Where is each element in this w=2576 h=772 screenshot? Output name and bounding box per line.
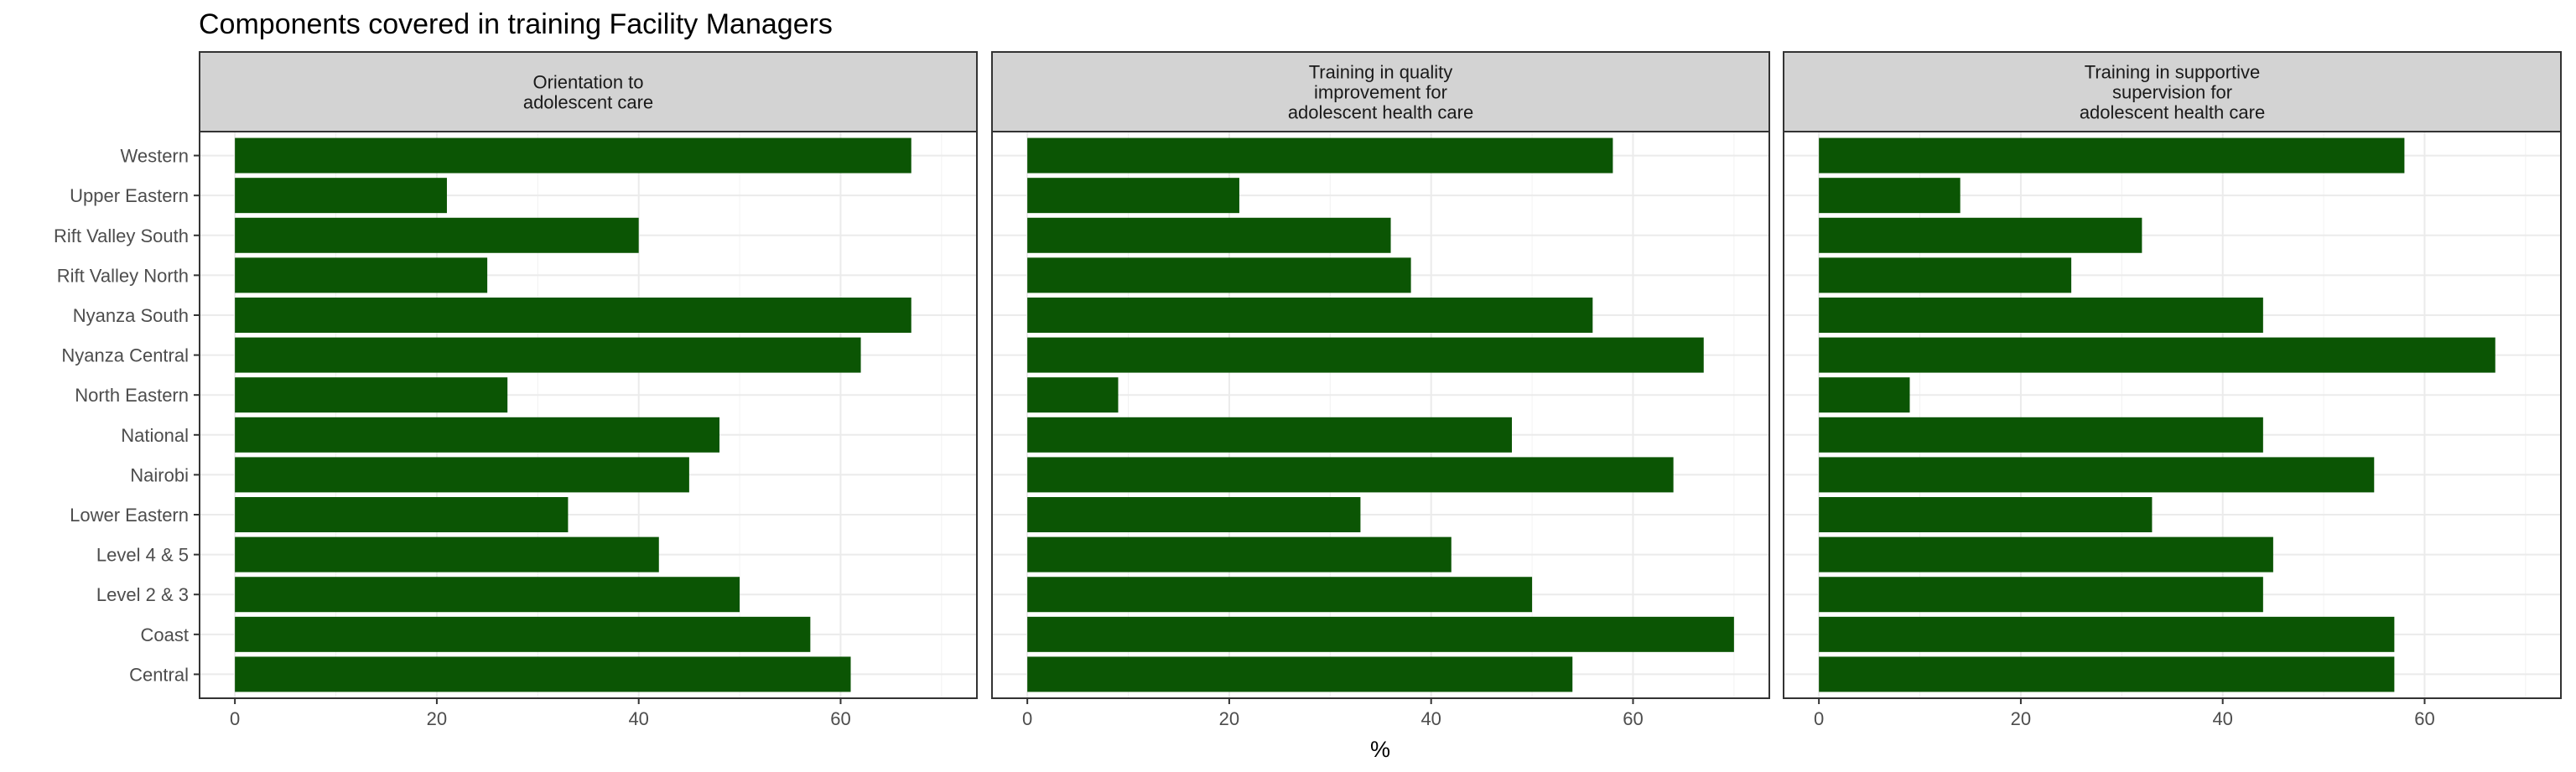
bar bbox=[1027, 137, 1613, 174]
facet-strip-label: Training in quality bbox=[1309, 62, 1453, 83]
bar bbox=[1819, 616, 2395, 652]
bar bbox=[235, 337, 861, 373]
bar bbox=[1027, 377, 1119, 413]
bar bbox=[1819, 457, 2375, 493]
x-tick-label: 60 bbox=[1623, 708, 1643, 729]
bar bbox=[1819, 257, 2072, 293]
bar bbox=[235, 217, 639, 253]
bar bbox=[1819, 178, 1961, 214]
category-label: Level 2 & 3 bbox=[96, 584, 189, 605]
bar bbox=[235, 497, 569, 533]
bar bbox=[1819, 536, 2273, 573]
category-label: Nyanza Central bbox=[61, 345, 189, 366]
bar bbox=[1819, 297, 2263, 333]
bar bbox=[235, 417, 720, 453]
category-label: Coast bbox=[141, 624, 189, 645]
facet-strip-label: improvement for bbox=[1314, 82, 1447, 103]
x-tick-label: 0 bbox=[230, 708, 240, 729]
x-tick-label: 20 bbox=[2011, 708, 2031, 729]
bar bbox=[235, 457, 689, 493]
category-label: Rift Valley North bbox=[57, 265, 189, 286]
facet-strip-label: Training in supportive bbox=[2085, 62, 2261, 83]
bar bbox=[235, 656, 851, 692]
x-tick-label: 20 bbox=[427, 708, 447, 729]
bar bbox=[1027, 577, 1533, 613]
bar bbox=[1819, 377, 1910, 413]
bar bbox=[235, 257, 488, 293]
bar bbox=[1819, 137, 2405, 174]
category-label: Western bbox=[120, 146, 189, 167]
facet-strip bbox=[199, 51, 978, 132]
x-tick-label: 40 bbox=[1420, 708, 1441, 729]
category-label: Upper Eastern bbox=[70, 185, 189, 206]
x-tick-label: 0 bbox=[1022, 708, 1032, 729]
bar bbox=[235, 536, 659, 573]
category-label: North Eastern bbox=[75, 385, 189, 406]
facet-strip-label: adolescent care bbox=[523, 92, 653, 113]
bar bbox=[235, 297, 911, 333]
bar bbox=[1027, 457, 1674, 493]
category-labels: Western Upper Eastern Rift Valley South Rif… bbox=[54, 146, 200, 685]
x-tick-label: 60 bbox=[830, 708, 850, 729]
facet-strip-label: adolescent health care bbox=[1288, 102, 1473, 123]
category-label: Level 4 & 5 bbox=[96, 545, 189, 566]
bar bbox=[1027, 217, 1391, 253]
category-label: Nyanza South bbox=[73, 305, 189, 326]
panel-background bbox=[200, 132, 977, 698]
facet-strip-label: supervision for bbox=[2112, 82, 2232, 103]
x-axis-label: % bbox=[1370, 737, 1390, 762]
bar bbox=[235, 577, 740, 613]
facet-strip-label: Orientation to bbox=[532, 72, 643, 93]
bar bbox=[1819, 656, 2395, 692]
bar bbox=[235, 137, 911, 174]
bar bbox=[235, 377, 508, 413]
category-label: National bbox=[121, 425, 189, 446]
facet-strip bbox=[991, 51, 1770, 132]
bar bbox=[1027, 616, 1734, 652]
bar bbox=[1027, 337, 1704, 373]
facet-strip-label: adolescent health care bbox=[2080, 102, 2265, 123]
x-tick-label: 0 bbox=[1814, 708, 1824, 729]
bar bbox=[1027, 257, 1411, 293]
bar bbox=[1819, 417, 2263, 453]
category-label: Nairobi bbox=[130, 464, 189, 485]
bar bbox=[1819, 217, 2142, 253]
panel-background bbox=[1784, 132, 2561, 698]
bar bbox=[1819, 497, 2153, 533]
chart-title: Components covered in training Facility … bbox=[199, 8, 833, 40]
x-tick-label: 20 bbox=[1219, 708, 1239, 729]
bar bbox=[1027, 497, 1361, 533]
category-label: Central bbox=[129, 664, 189, 685]
bar bbox=[1027, 417, 1513, 453]
x-tick-label: 40 bbox=[2212, 708, 2232, 729]
bar bbox=[1819, 337, 2496, 373]
facet-strip bbox=[1783, 51, 2562, 132]
bar bbox=[1027, 656, 1573, 692]
bar bbox=[235, 616, 811, 652]
category-label: Rift Valley South bbox=[54, 225, 189, 246]
bar bbox=[1819, 577, 2263, 613]
bar bbox=[235, 178, 447, 214]
category-label: Lower Eastern bbox=[70, 505, 189, 526]
x-tick-label: 40 bbox=[628, 708, 648, 729]
bar bbox=[1027, 297, 1593, 333]
panel-background bbox=[992, 132, 1769, 698]
bar bbox=[1027, 178, 1239, 214]
bar bbox=[1027, 536, 1452, 573]
x-tick-label: 60 bbox=[2414, 708, 2434, 729]
